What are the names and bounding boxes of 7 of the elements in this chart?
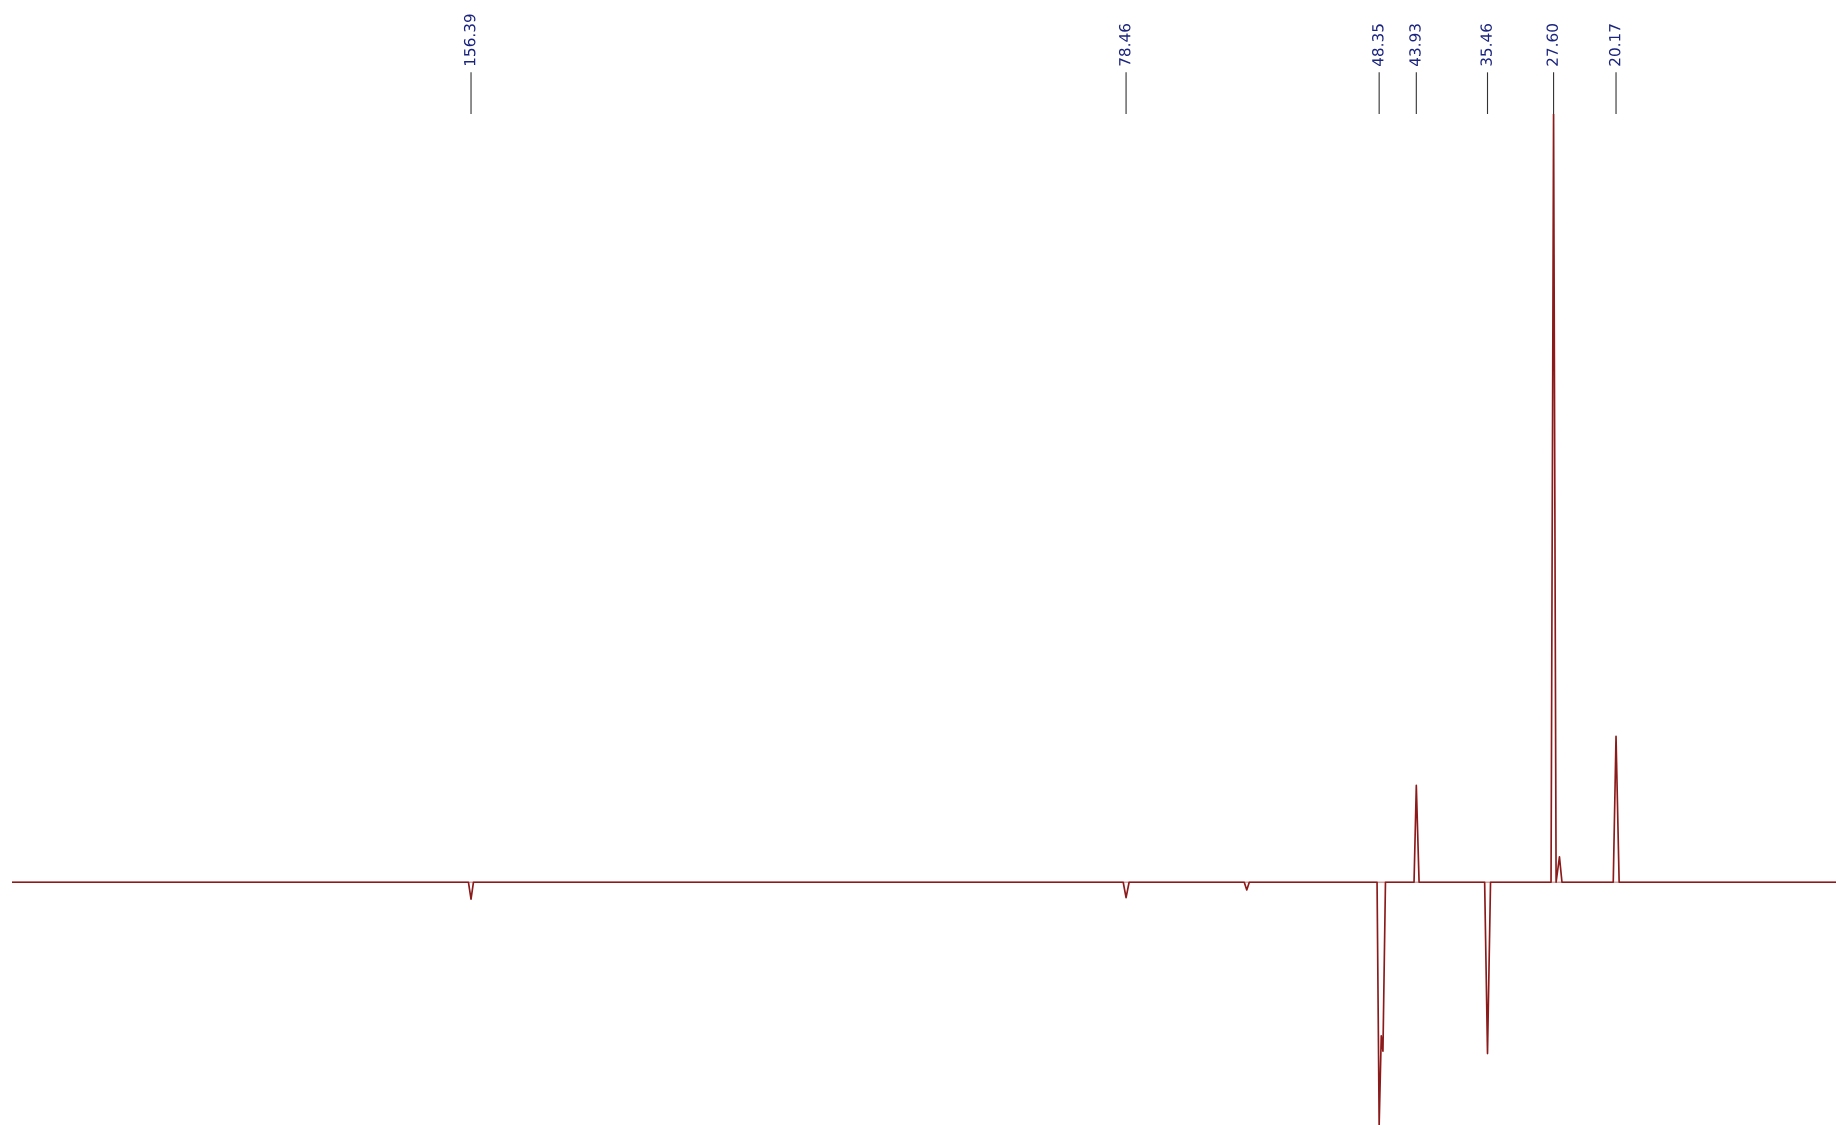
x-tick-label: 78.46: [1118, 24, 1131, 66]
x-tick-label: 43.93: [1409, 24, 1421, 67]
x-tick-label: 156.39: [463, 14, 476, 66]
x-tick-label: 27.60: [1546, 24, 1559, 66]
x-tick-label: 48.35: [1372, 24, 1384, 67]
x-tick-label: 35.46: [1480, 24, 1492, 66]
x-tick-label: 20.17: [1608, 24, 1621, 66]
